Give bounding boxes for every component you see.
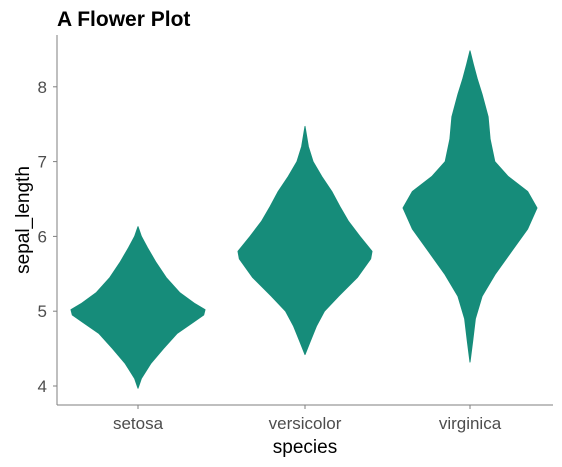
x-ticks: setosa versicolor virginica — [113, 405, 502, 433]
violins — [70, 50, 538, 389]
x-tick-label: virginica — [439, 414, 502, 433]
x-tick-label: setosa — [113, 414, 164, 433]
violin-virginica — [402, 50, 538, 363]
x-tick-label: versicolor — [269, 414, 342, 433]
y-tick-label: 8 — [38, 78, 47, 97]
y-ticks: 4 5 6 7 8 — [38, 78, 57, 396]
violin-versicolor — [237, 125, 373, 356]
y-tick-label: 6 — [38, 227, 47, 246]
chart-title: A Flower Plot — [57, 8, 190, 31]
y-tick-label: 7 — [38, 153, 47, 172]
x-axis-title: species — [273, 437, 337, 458]
y-tick-label: 4 — [38, 377, 47, 396]
y-tick-label: 5 — [38, 302, 47, 321]
violin-setosa — [70, 226, 206, 389]
y-axis-title: sepal_length — [13, 166, 34, 274]
